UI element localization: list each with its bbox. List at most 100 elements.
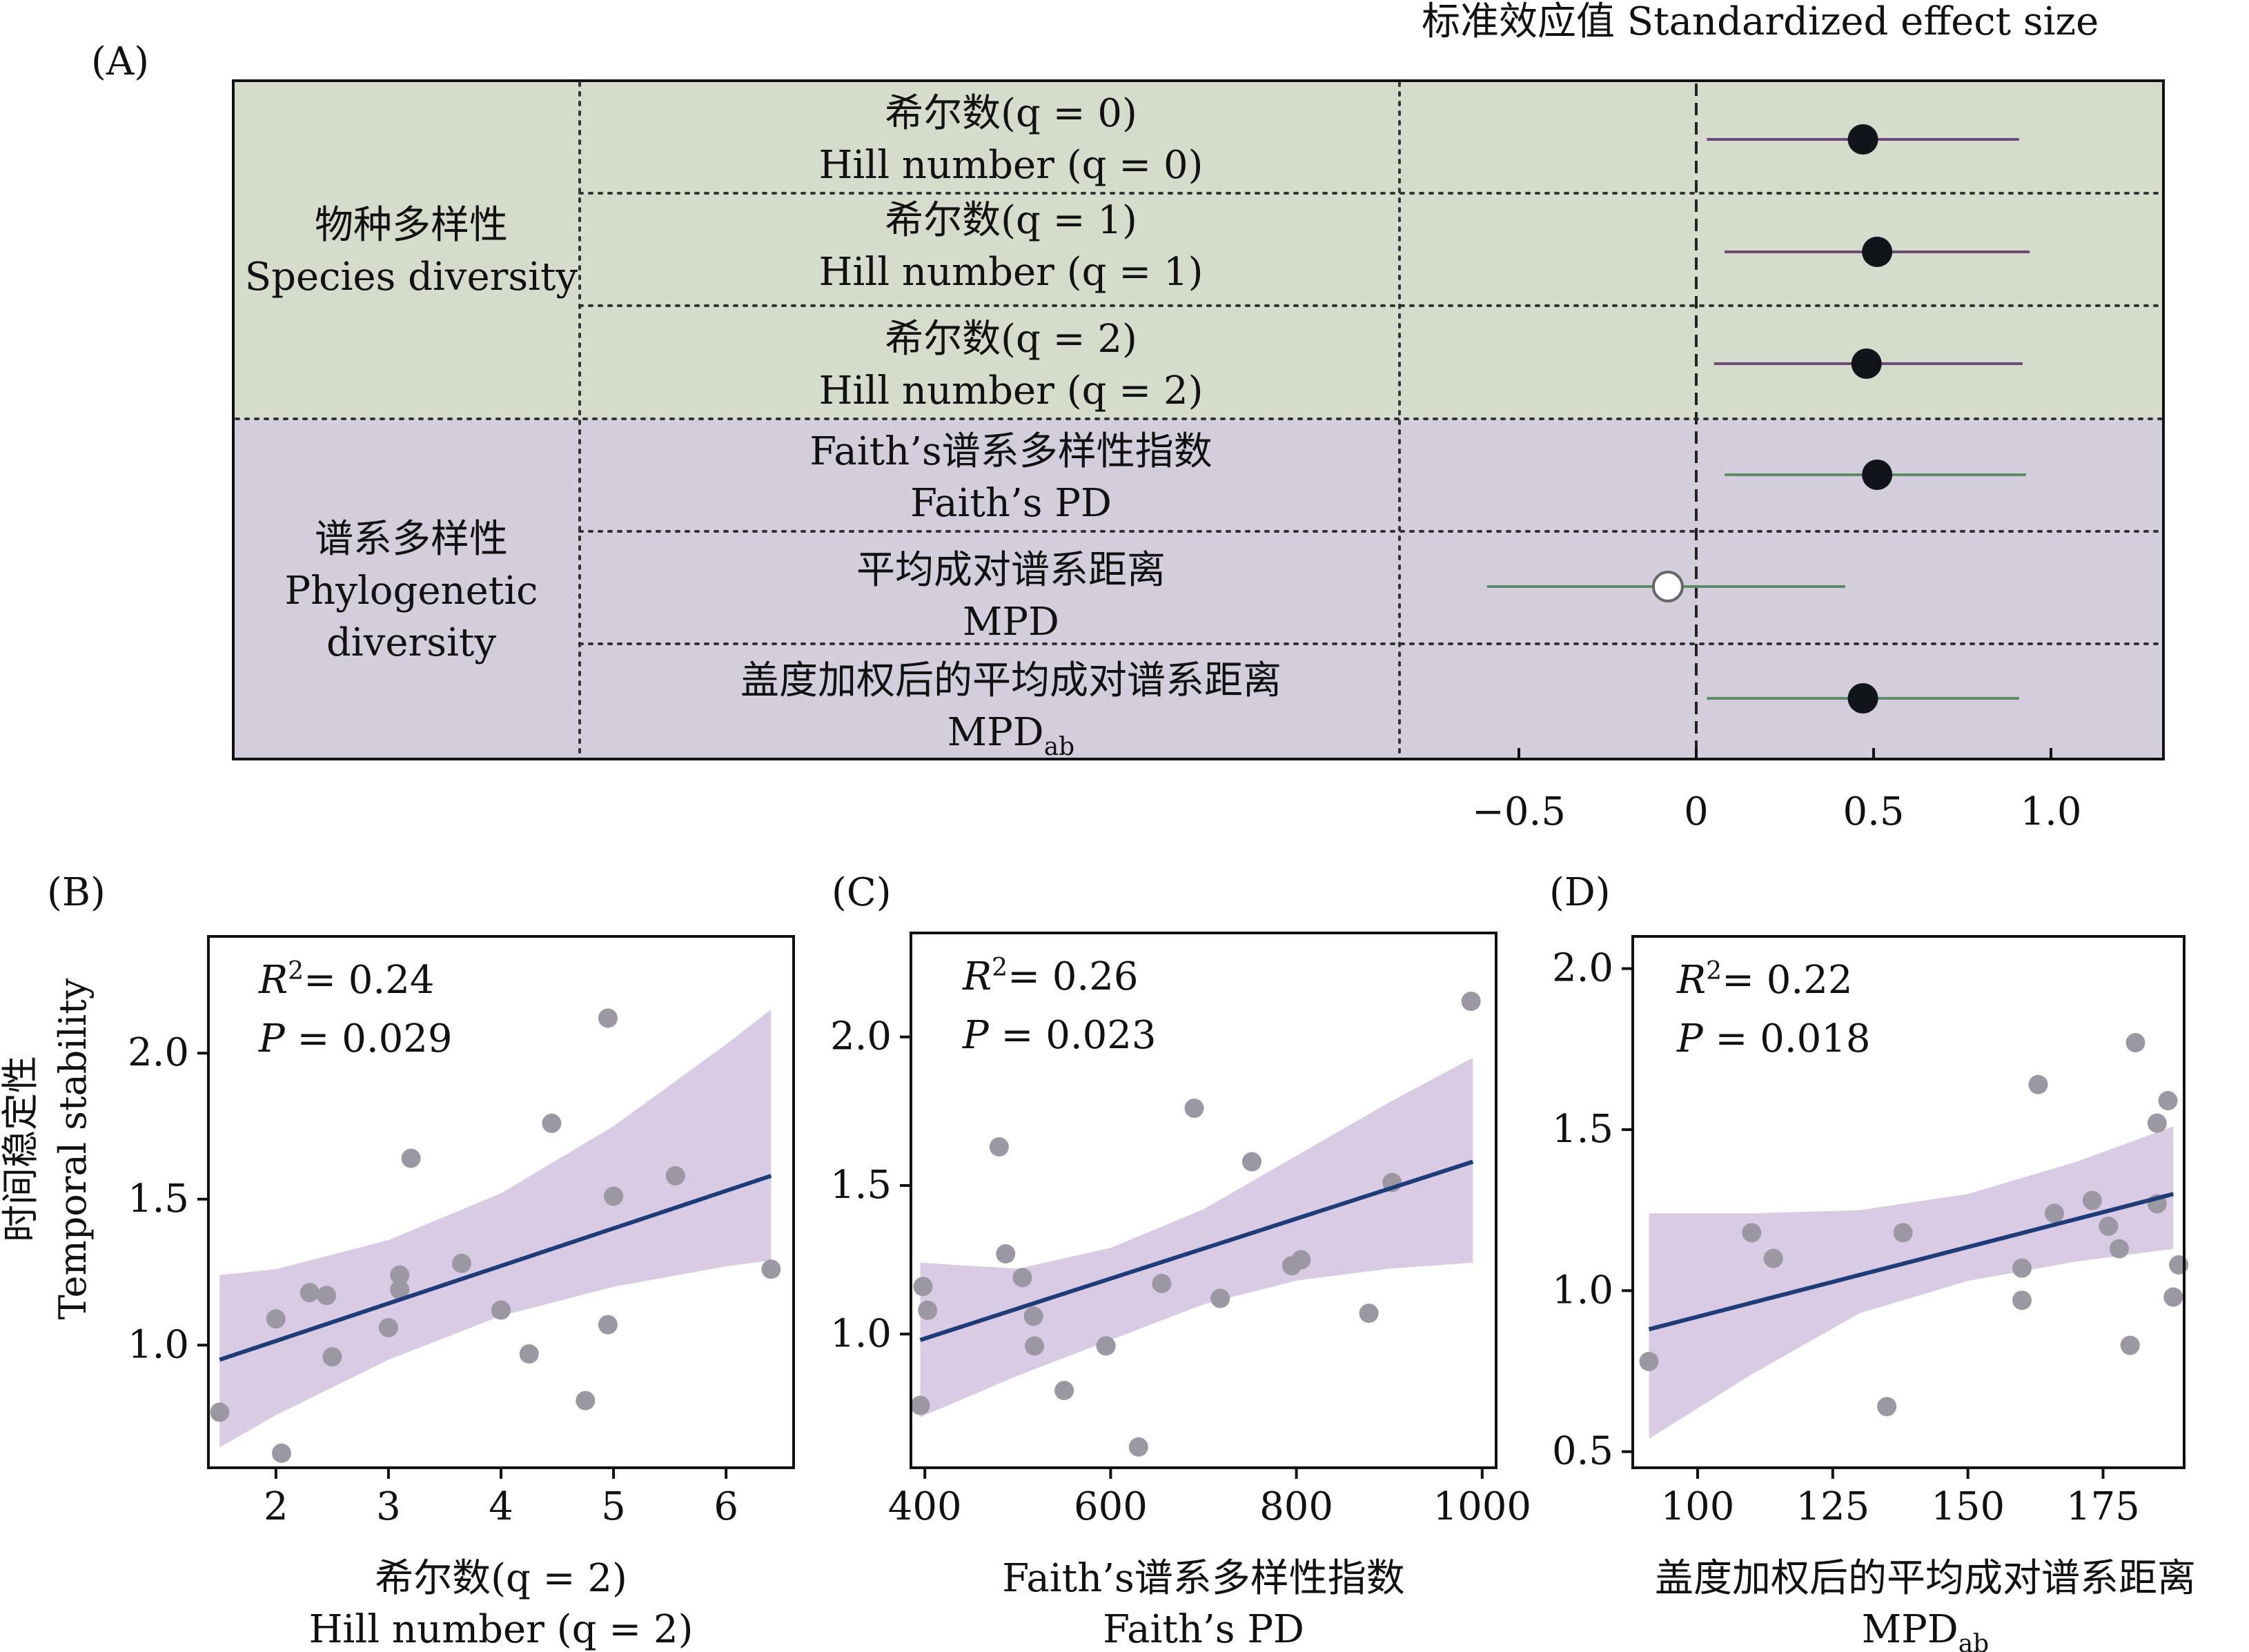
data-point bbox=[1054, 1381, 1074, 1401]
row-label-cn: Faith’s谱系多样性指数 bbox=[809, 429, 1212, 474]
y-axis-label-en: Temporal stability bbox=[51, 978, 95, 1319]
data-point bbox=[322, 1347, 342, 1367]
data-point bbox=[2082, 1190, 2102, 1210]
x-tick-label: 2 bbox=[264, 1484, 288, 1529]
data-point bbox=[1291, 1250, 1311, 1270]
data-point bbox=[2120, 1335, 2140, 1355]
data-point bbox=[210, 1402, 230, 1422]
forest-plot-panel: (A) 标准效应值 Standardized effect size 物种多样性… bbox=[91, 0, 2165, 834]
effect-size-point bbox=[1862, 460, 1893, 490]
data-point bbox=[996, 1244, 1016, 1263]
data-point bbox=[2045, 1203, 2064, 1223]
regression-line bbox=[919, 1159, 1474, 1342]
panel-letter: (C) bbox=[832, 870, 892, 915]
data-point bbox=[665, 1166, 685, 1186]
x-tick-label: 5 bbox=[601, 1484, 626, 1529]
data-point bbox=[390, 1279, 410, 1299]
x-tick-label: 125 bbox=[1796, 1484, 1869, 1529]
x-axis-label-cn: 希尔数(q = 2) bbox=[375, 1556, 627, 1601]
r-squared-label: R2= 0.24 bbox=[258, 957, 435, 1003]
row-label-en: MPDab bbox=[947, 710, 1074, 761]
forest-marks bbox=[1486, 83, 2030, 758]
row-label-en: Hill number (q = 1) bbox=[819, 250, 1204, 295]
data-point bbox=[1893, 1223, 1913, 1243]
x-tick-label: 400 bbox=[888, 1484, 962, 1529]
scatter-panel-d: (D) 100 125 150 175 0.5 1.0 1.5 2.0 R2= 0.22 P = 0… bbox=[1549, 870, 2196, 1652]
y-tick-label: 2.0 bbox=[830, 1014, 892, 1059]
group-label-phylo-en-2: diversity bbox=[326, 620, 496, 665]
data-point bbox=[604, 1186, 624, 1206]
data-point bbox=[451, 1253, 471, 1273]
row-label-en: Hill number (q = 2) bbox=[819, 368, 1204, 413]
data-point bbox=[378, 1317, 398, 1337]
row-label-cn: 希尔数(q = 1) bbox=[885, 198, 1137, 243]
data-point bbox=[401, 1148, 421, 1168]
row-label-en: Hill number (q = 0) bbox=[819, 143, 1204, 188]
x-tick-label: 3 bbox=[376, 1484, 401, 1529]
row-label-en: MPD bbox=[963, 600, 1059, 645]
confidence-band bbox=[1649, 1126, 2174, 1439]
data-point bbox=[1012, 1268, 1032, 1288]
data-point bbox=[2163, 1287, 2183, 1307]
data-point bbox=[390, 1265, 410, 1285]
data-point bbox=[2012, 1258, 2032, 1278]
p-value-label: P = 0.029 bbox=[258, 1016, 453, 1061]
x-tick-label: 4 bbox=[489, 1484, 513, 1529]
x-tick-label: 6 bbox=[714, 1484, 738, 1529]
data-point bbox=[519, 1344, 539, 1364]
data-point bbox=[989, 1137, 1009, 1157]
effect-size-point bbox=[1851, 348, 1882, 379]
x-axis-label-cn: Faith’s谱系多样性指数 bbox=[1002, 1556, 1404, 1601]
r-squared-label: R2= 0.22 bbox=[1676, 957, 1853, 1003]
x-tick-label: 0 bbox=[1684, 789, 1709, 834]
row-label-cn: 希尔数(q = 0) bbox=[885, 91, 1137, 136]
data-point bbox=[2147, 1113, 2167, 1133]
x-tick-label: 1000 bbox=[1433, 1484, 1532, 1529]
data-point bbox=[1023, 1306, 1043, 1326]
effect-size-point bbox=[1847, 683, 1878, 714]
effect-size-point-nonsignificant bbox=[1651, 571, 1684, 602]
forest-plot-frame bbox=[232, 79, 2165, 760]
x-tick-label: 150 bbox=[1931, 1484, 2005, 1529]
data-point bbox=[317, 1286, 337, 1306]
data-point bbox=[1152, 1274, 1172, 1294]
x-tick-label: 600 bbox=[1074, 1484, 1148, 1529]
data-point bbox=[542, 1113, 562, 1133]
y-tick-label: 1.0 bbox=[128, 1322, 189, 1367]
data-point bbox=[1096, 1336, 1116, 1356]
y-tick-label: 2.0 bbox=[1552, 946, 1613, 991]
group-label-species-cn: 物种多样性 bbox=[315, 203, 508, 248]
confidence-band bbox=[219, 1009, 772, 1448]
plot-frame bbox=[910, 932, 1497, 1469]
y-tick-label: 1.5 bbox=[128, 1177, 189, 1221]
group-label-phylo-cn: 谱系多样性 bbox=[315, 517, 508, 562]
x-tick-label: −0.5 bbox=[1472, 789, 1566, 834]
x-tick-label: 100 bbox=[1661, 1484, 1735, 1529]
row-label-cn: 盖度加权后的平均成对谱系距离 bbox=[740, 658, 1281, 703]
regression-line bbox=[1648, 1192, 2174, 1332]
data-point bbox=[576, 1390, 596, 1410]
y-tick-label: 0.5 bbox=[1552, 1429, 1613, 1474]
group-label-phylo-en-1: Phylogenetic bbox=[285, 569, 538, 613]
confidence-band bbox=[920, 1057, 1473, 1417]
effect-size-point bbox=[1847, 124, 1878, 155]
y-axis-label-cn: 时间稳定性 bbox=[0, 1056, 42, 1242]
x-axis-label-cn: 盖度加权后的平均成对谱系距离 bbox=[1655, 1556, 2196, 1601]
row-label-cn: 希尔数(q = 2) bbox=[885, 317, 1137, 362]
data-point bbox=[2110, 1239, 2129, 1259]
data-point bbox=[1241, 1152, 1261, 1172]
x-tick-label: 800 bbox=[1259, 1484, 1333, 1529]
x-tick-label: 1.0 bbox=[2020, 789, 2081, 834]
x-axis-label-en: MPDab bbox=[1862, 1607, 1989, 1652]
y-tick-label: 1.5 bbox=[830, 1163, 892, 1208]
row-label-cn: 平均成对谱系距离 bbox=[856, 548, 1166, 593]
x-tick-label: 175 bbox=[2066, 1484, 2140, 1529]
data-point bbox=[1359, 1304, 1379, 1324]
effect-size-point bbox=[1862, 237, 1893, 267]
plot-frame bbox=[1631, 935, 2186, 1469]
data-point bbox=[1461, 992, 1481, 1012]
data-point bbox=[1025, 1336, 1045, 1356]
data-point bbox=[761, 1259, 781, 1279]
data-point bbox=[1742, 1223, 1762, 1243]
